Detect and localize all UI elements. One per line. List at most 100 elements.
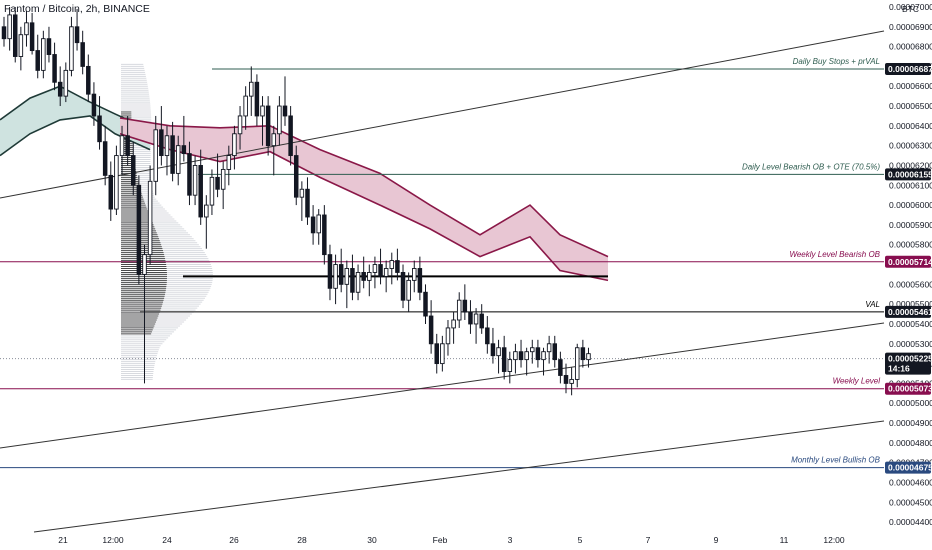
candle [496,339,501,374]
y-tick-label: 0.00006200 [889,160,932,170]
candle-body [310,216,316,234]
level-label: Weekly Level [833,377,881,386]
candle [485,316,490,354]
moving-average-ribbons [0,85,609,282]
candle [383,260,389,293]
candle-body [383,268,389,277]
candle [97,96,102,150]
y-tick-label: 0.00006400 [889,121,932,131]
countdown-text: 14:16 [888,364,910,374]
candle [209,169,215,215]
pink-ribbon-upper [119,117,609,258]
candle [479,304,484,334]
candle [372,256,378,289]
candle [119,125,125,176]
level-price-tag: 0.00005073 [885,382,932,395]
candlestick-series [1,6,591,396]
candle [451,312,456,344]
level-label: Daily Level Bearish OB + OTE (70.5%) [742,162,880,171]
level-price-tag-box [885,62,931,75]
candle-body [136,184,142,275]
candle-body [563,375,569,384]
candle-body [147,180,153,256]
y-tick-label: 0.00005500 [889,299,932,309]
candle-body [378,264,383,277]
level-price-tag-text: 0.00005461 [888,307,932,317]
candle-body [428,315,434,345]
candle [249,66,254,116]
candle [12,6,18,63]
candle [456,292,462,328]
candle [282,76,288,126]
x-tick-label: 5 [578,535,583,545]
candle [69,16,74,77]
x-tick-label: 21 [58,535,68,545]
current-price-box [885,352,931,375]
candle-body [265,105,271,147]
candle [569,367,574,396]
candle [310,205,316,245]
candle-body [91,93,97,117]
candle-body [204,204,209,218]
level-price-tag-text: 0.00006155 [888,169,932,179]
candle-body [496,347,501,357]
candle-body [192,165,198,196]
candle-body [277,105,282,135]
level-label: VAL [865,300,880,309]
candle [524,347,529,376]
candle-body [333,264,338,289]
candle-body [473,313,479,325]
candle-body [29,22,35,52]
candle-body [293,155,299,198]
candle [114,145,119,215]
candle-body [52,54,57,83]
candle-body [456,299,462,321]
candle [18,26,24,71]
candle [136,175,142,285]
candle-body [170,135,175,174]
candle [192,155,198,206]
middle-trend-line [0,322,885,449]
candle-body [12,14,18,57]
candle-body [299,188,305,198]
level-label: Daily Buy Stops + prVAL [793,57,880,66]
candle-body [468,311,473,325]
time-axis[interactable]: 21 12:00 24 26 28 30 Feb 3 5 7 9 11 12:00 [58,535,845,545]
candle [574,343,580,388]
candle [74,8,80,51]
currency-label: BTC [902,4,919,14]
candle [400,264,406,309]
candle-body [462,299,468,313]
candle-body [552,343,558,361]
candle-body [209,176,215,206]
candle-body [569,378,574,384]
candle-body [175,145,181,174]
candle [52,42,57,91]
level-price-tag-box [885,305,931,318]
candle-body [220,168,226,190]
volume-profile [121,63,213,380]
candle [29,12,35,55]
level-price-tag: 0.00006155 [885,168,932,181]
pink-ribbon-lower [119,133,609,282]
current-price-text: 0.00005225 [888,354,932,364]
candle-body [254,81,260,117]
y-tick-label: 0.00005800 [889,240,932,250]
candle-body [97,115,102,143]
y-tick-label: 0.00005300 [889,339,932,349]
level-price-tag-box [885,255,931,268]
candle-body [142,254,147,275]
candle [445,320,451,356]
y-tick-label: 0.00005900 [889,220,932,230]
candle-body [479,313,484,329]
candle [86,54,91,103]
y-tick-label: 0.00006600 [889,81,932,91]
level-price-tag-box [885,382,931,395]
candle [558,351,563,384]
candle-body [86,65,91,95]
candle [518,339,524,368]
candle [344,260,350,309]
candle [254,74,260,126]
